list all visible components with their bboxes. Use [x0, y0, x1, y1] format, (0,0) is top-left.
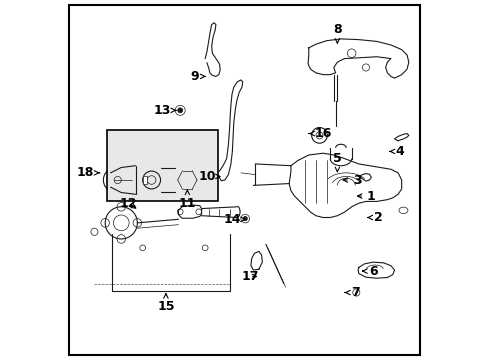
Text: 13: 13	[153, 104, 176, 117]
Text: 18: 18	[77, 166, 100, 179]
Text: 1: 1	[357, 190, 375, 203]
Text: 10: 10	[198, 170, 220, 183]
Circle shape	[177, 108, 183, 113]
Bar	[142, 176, 147, 184]
Text: 11: 11	[178, 190, 196, 210]
Circle shape	[243, 216, 247, 221]
Text: 6: 6	[362, 265, 377, 278]
Text: 5: 5	[332, 152, 341, 172]
Bar	[107, 130, 217, 202]
Text: 9: 9	[190, 70, 204, 83]
Text: 2: 2	[367, 211, 382, 224]
Text: 8: 8	[332, 23, 341, 43]
Text: 3: 3	[343, 174, 361, 186]
Text: 16: 16	[308, 127, 331, 140]
Text: 7: 7	[345, 286, 359, 299]
Text: 4: 4	[389, 145, 404, 158]
Text: 15: 15	[157, 294, 174, 313]
Text: 17: 17	[241, 270, 258, 283]
Text: 14: 14	[223, 213, 244, 226]
Text: 12: 12	[120, 197, 137, 210]
